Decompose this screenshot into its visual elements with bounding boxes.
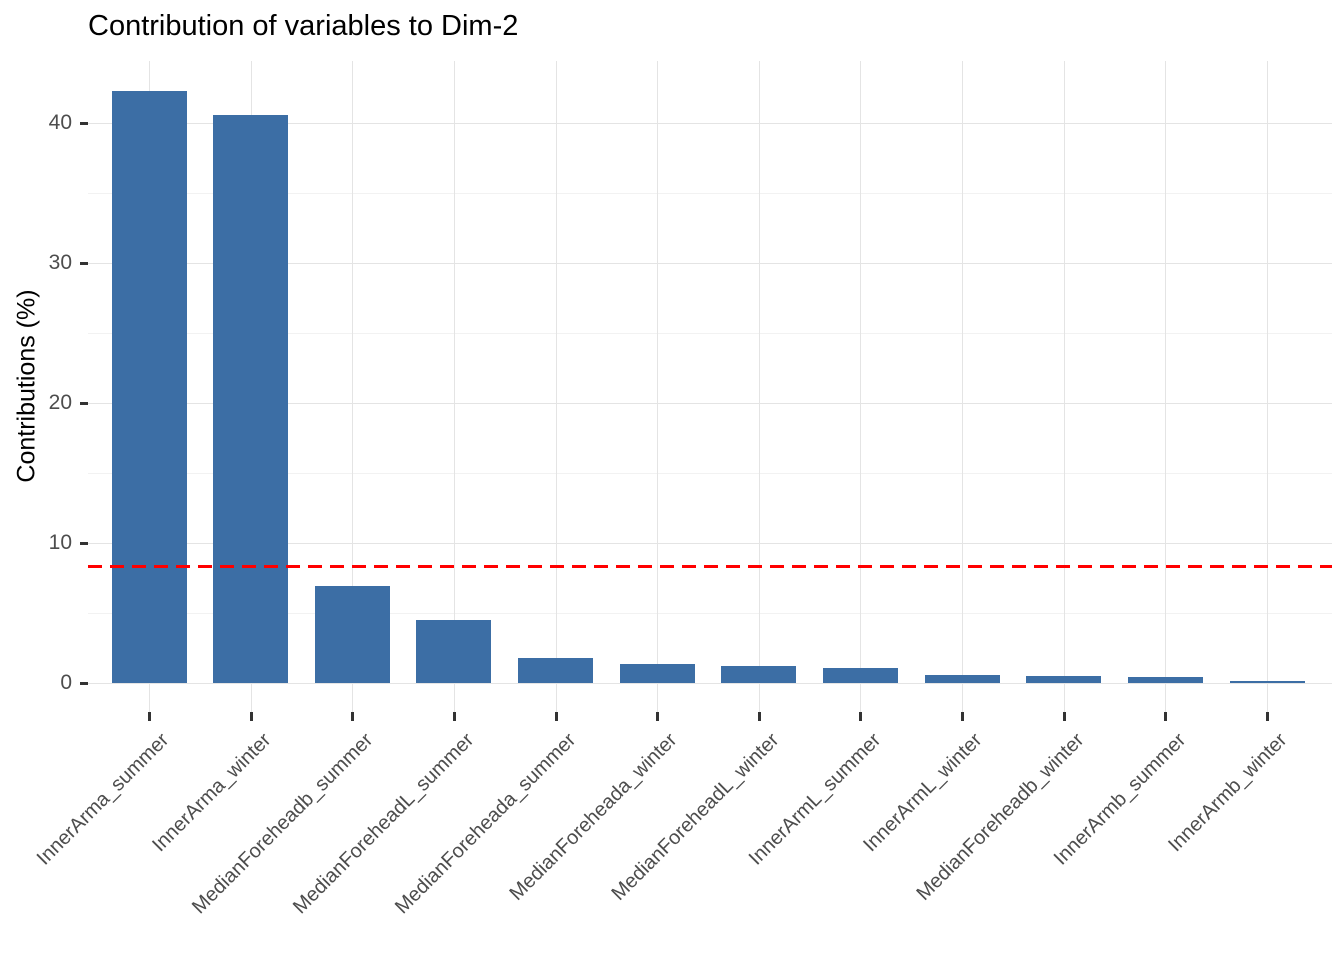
y-axis-tick [80, 402, 88, 405]
x-axis-tick-label: MedianForeheadL_winter [607, 729, 784, 905]
gridline-major-y [88, 543, 1332, 544]
gridline-major-x [860, 61, 862, 712]
x-axis-tick-label: MedianForeheadb_summer [187, 729, 377, 919]
gridline-minor-y [88, 333, 1332, 334]
bar [1026, 676, 1102, 683]
x-axis-tick-label: MedianForeheadb_winter [912, 729, 1089, 905]
bar [518, 657, 594, 683]
bar [314, 586, 390, 683]
chart-title: Contribution of variables to Dim-2 [88, 10, 519, 42]
x-axis-tick [656, 712, 660, 721]
bar [619, 664, 695, 683]
gridline-major-y [88, 263, 1332, 264]
y-axis-tick [80, 542, 88, 545]
gridline-minor-y [88, 473, 1332, 474]
bar [1229, 680, 1305, 683]
gridline-major-x [962, 61, 964, 712]
x-axis-tick [249, 712, 253, 721]
y-axis-tick-label: 20 [48, 391, 72, 414]
gridline-major-y [88, 683, 1332, 684]
plot-panel [88, 61, 1332, 712]
x-axis-tick [1266, 712, 1269, 721]
gridline-major-x [555, 61, 557, 712]
x-axis-tick [961, 712, 965, 721]
bar [924, 674, 1000, 683]
gridline-minor-y [88, 193, 1332, 194]
x-axis-tick [1164, 712, 1168, 721]
bar [1127, 677, 1203, 683]
gridline-major-y [88, 403, 1332, 404]
x-axis-tick [859, 712, 863, 721]
x-axis-tick [351, 712, 355, 721]
y-axis-tick-label: 10 [48, 531, 72, 554]
bar [213, 114, 289, 683]
bar [111, 90, 187, 683]
y-axis-tick [80, 262, 88, 265]
gridline-major-x [758, 61, 760, 712]
x-axis-tick-label: MedianForeheadL_summer [289, 729, 479, 919]
y-axis-tick-label: 40 [48, 111, 72, 134]
y-axis-tick [80, 682, 88, 685]
x-axis-tick [1062, 712, 1066, 721]
x-axis-tick [148, 712, 151, 721]
bar [416, 620, 492, 683]
x-axis-tick-label: InnerArma_summer [33, 729, 174, 870]
bar [721, 666, 797, 683]
gridline-major-x [352, 61, 354, 712]
gridline-major-y [88, 123, 1332, 124]
y-axis-tick-label: 0 [60, 671, 72, 694]
gridline-minor-y [88, 613, 1332, 614]
x-axis-tick-label: MedianForeheada_summer [390, 729, 581, 919]
x-axis-tick-label: MedianForeheada_winter [505, 729, 682, 905]
gridline-major-x [1063, 61, 1065, 712]
x-axis-tick [757, 712, 761, 721]
gridline-major-x [657, 61, 659, 712]
gridline-major-x [1165, 61, 1167, 712]
y-axis-title: Contributions (%) [12, 289, 41, 483]
y-axis-tick [80, 122, 88, 125]
x-axis-tick [554, 712, 558, 721]
reference-dashed-line [88, 565, 1332, 569]
gridline-major-x [453, 61, 455, 712]
bar [822, 668, 898, 683]
y-axis-tick-label: 30 [48, 251, 72, 274]
x-axis-tick [452, 712, 456, 721]
gridline-major-x [1267, 61, 1268, 712]
